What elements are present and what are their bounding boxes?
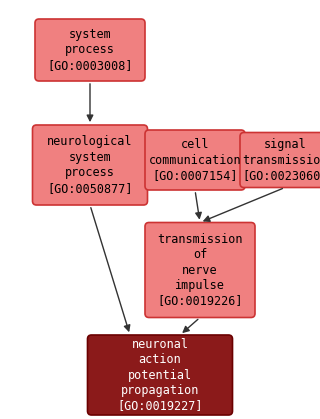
- FancyBboxPatch shape: [240, 132, 320, 187]
- FancyBboxPatch shape: [33, 125, 148, 205]
- Text: system
process
[GO:0003008]: system process [GO:0003008]: [47, 28, 133, 72]
- Text: neuronal
action
potential
propagation
[GO:0019227]: neuronal action potential propagation [G…: [117, 337, 203, 412]
- FancyBboxPatch shape: [145, 222, 255, 318]
- FancyBboxPatch shape: [35, 19, 145, 81]
- FancyBboxPatch shape: [145, 130, 245, 190]
- Text: signal
transmission
[GO:0023060]: signal transmission [GO:0023060]: [242, 138, 320, 182]
- Text: cell
communication
[GO:0007154]: cell communication [GO:0007154]: [149, 138, 241, 182]
- FancyBboxPatch shape: [87, 335, 233, 415]
- Text: neurological
system
process
[GO:0050877]: neurological system process [GO:0050877]: [47, 135, 133, 195]
- Text: transmission
of
nerve
impulse
[GO:0019226]: transmission of nerve impulse [GO:001922…: [157, 233, 243, 308]
